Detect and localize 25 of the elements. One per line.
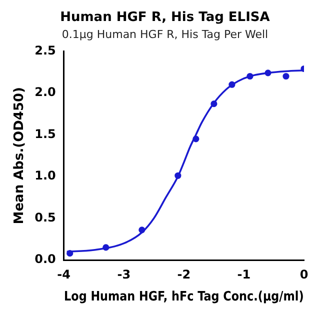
chart-title: Human HGF R, His Tag ELISA xyxy=(59,10,271,25)
y-tick-label: 2.0 xyxy=(34,85,56,100)
point xyxy=(102,244,110,251)
point xyxy=(66,250,74,257)
y-tick-label: 1.0 xyxy=(34,168,56,183)
point xyxy=(138,226,146,234)
point xyxy=(246,72,254,80)
x-tick-label: -4 xyxy=(57,267,71,282)
point xyxy=(228,81,236,88)
y-tick-label: 2.5 xyxy=(34,43,56,58)
y-tick-label: 0.0 xyxy=(34,252,56,266)
y-axis-title: Mean Abs.(OD450) xyxy=(12,86,28,224)
x-tick-label: -1 xyxy=(237,267,251,282)
point xyxy=(264,70,272,76)
chart-subtitle: 0.1μg Human HGF R, His Tag Per Well xyxy=(60,28,270,41)
point xyxy=(210,100,218,108)
point xyxy=(192,136,200,142)
x-tick-label: -3 xyxy=(117,267,131,282)
x-axis-title: Log Human HGF, hFc Tag Conc.(μg/ml) xyxy=(64,288,304,304)
x-tick-label: -2 xyxy=(177,267,191,282)
point xyxy=(174,172,182,179)
point xyxy=(282,72,290,80)
y-tick-label: 0.5 xyxy=(34,210,56,224)
y-tick-label: 1.5 xyxy=(34,126,56,141)
x-tick-label: 0 xyxy=(300,267,308,282)
